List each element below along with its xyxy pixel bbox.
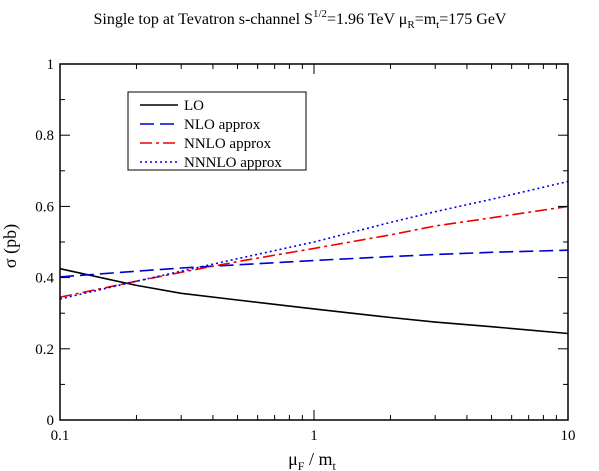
- legend-label-2: NNLO approx: [184, 136, 272, 152]
- x-axis-title: μF / mt: [288, 449, 336, 471]
- axes-layer: 0 0.2 0.4 0.6 0.8 1 0.1 1 10: [35, 57, 575, 444]
- series-line-0: [59, 267, 569, 335]
- x-tick-label: 10: [561, 428, 576, 444]
- y-tick-label: 0.4: [35, 271, 54, 287]
- series-line-3: [59, 180, 569, 300]
- plot-frame: [59, 63, 569, 421]
- legend-label-3: NNNLO approx: [184, 155, 282, 171]
- legend-label-0: LO: [184, 98, 204, 114]
- y-tick-label: 0.6: [35, 199, 54, 215]
- y-tick-label: 0.2: [35, 342, 54, 358]
- chart-title: Single top at Tevatron s-channel S1/2=1.…: [94, 8, 507, 31]
- x-tick-label: 1: [310, 428, 318, 444]
- x-tick-label: 0.1: [51, 428, 70, 444]
- series-layer: [59, 180, 569, 335]
- y-axis-title: σ (pb): [0, 224, 21, 268]
- series-line-1: [59, 249, 569, 278]
- legend-label-1: NLO approx: [184, 117, 261, 133]
- legend: LO NLO approx NNLO approx NNNLO approx: [127, 91, 307, 171]
- y-tick-label: 0: [47, 413, 55, 429]
- y-tick-label: 0.8: [35, 128, 54, 144]
- y-tick-label: 1: [47, 57, 55, 73]
- series-line-2: [59, 205, 569, 298]
